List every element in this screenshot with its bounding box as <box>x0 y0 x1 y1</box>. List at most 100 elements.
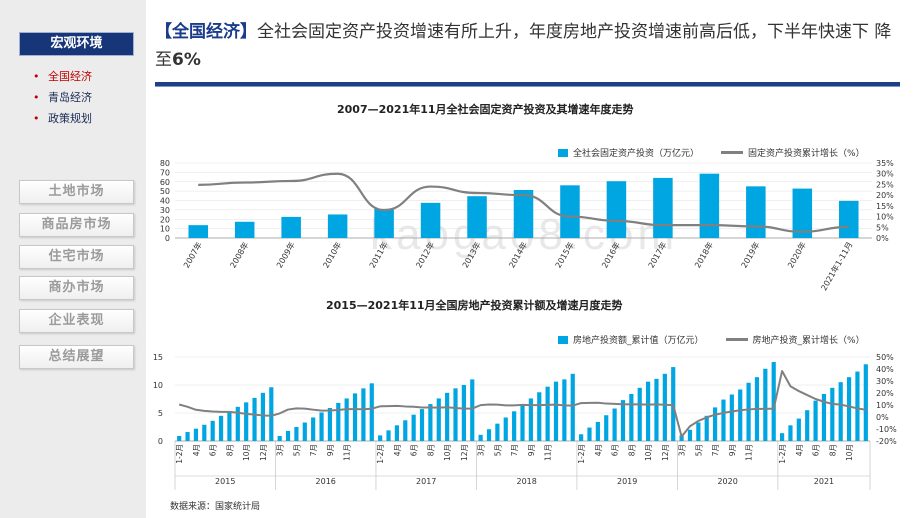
chart2-bar <box>319 412 324 441</box>
chart2-bar <box>788 425 793 441</box>
nav-button-land-market[interactable]: 土地市场 <box>19 180 134 204</box>
chart1-y-tick-left: 20 <box>160 215 170 224</box>
chart2-x-tick: 10月 <box>644 444 653 461</box>
chart2-bar <box>453 388 458 441</box>
chart1-y-tick-right: 30% <box>876 170 894 179</box>
chart2-bar <box>470 379 475 441</box>
nav-button-summary-outlook[interactable]: 总结展望 <box>19 345 134 369</box>
chart1-y-tick-left: 70 <box>160 168 170 177</box>
headline-number: 6% <box>172 50 201 70</box>
chart2-x-tick: 6月 <box>812 444 821 456</box>
chart2-x-tick: 1-2月 <box>577 444 586 464</box>
chart2-bar <box>378 435 383 441</box>
chart2-legend-line-label: 房地产投资_累计增长（%） <box>752 336 865 346</box>
chart2-bar <box>746 382 751 441</box>
chart1-y-tick-right: 25% <box>876 180 894 189</box>
chart2-bar <box>285 430 291 441</box>
chart2-x-tick: 4月 <box>393 444 402 456</box>
chart1-y-tick-left: 80 <box>160 159 170 168</box>
chart2-bar <box>344 398 349 441</box>
section-title-macro[interactable]: 宏观环境 <box>19 32 134 56</box>
chart2-bar <box>587 427 592 441</box>
chart2-bar <box>738 389 743 441</box>
chart1-bar <box>792 188 813 238</box>
chart2-bar <box>855 371 860 441</box>
chart2-x-tick: 11月 <box>745 444 754 461</box>
chart1-legend-bar-label: 全社会固定资产投资（万亿元） <box>573 149 700 159</box>
chart2-bar <box>210 420 215 441</box>
chart2-bar <box>311 417 316 441</box>
chart2-bar <box>696 422 701 441</box>
chart2-bar <box>202 424 207 441</box>
chart2-bar <box>352 393 358 441</box>
chart2-year-label: 2017 <box>416 477 436 486</box>
chart2-y-tick-left: 15 <box>153 353 163 362</box>
chart2-bar <box>528 398 533 441</box>
chart2-x-tick: 6月 <box>611 444 620 456</box>
chart1-y-tick-left: 0 <box>165 234 170 243</box>
chart2-x-tick: 6月 <box>410 444 419 456</box>
chart2-y-tick-right: 10% <box>876 401 894 410</box>
chart2-x-tick: 7月 <box>510 444 519 456</box>
submenu-item-qingdao-economy[interactable]: 青岛经济 <box>33 87 92 108</box>
chart2-bar <box>302 422 307 441</box>
chart2-year-label: 2020 <box>717 477 737 486</box>
chart2-bar <box>662 373 667 441</box>
chart2-x-tick: 12月 <box>661 444 670 461</box>
chart2-bar <box>394 425 399 441</box>
chart2-x-tick: 6月 <box>209 444 218 456</box>
chart1-legend: 全社会固定资产投资（万亿元） 固定资产投资累计增长（%） <box>558 146 865 159</box>
nav-button-office-market[interactable]: 商办市场 <box>19 276 134 300</box>
chart2-bar <box>805 410 810 441</box>
submenu-item-national-economy[interactable]: 全国经济 <box>33 66 92 87</box>
nav-button-commercial-housing[interactable]: 商品房市场 <box>19 213 134 237</box>
chart2-growth-line <box>178 370 866 438</box>
chart2-x-tick: 10月 <box>443 444 452 461</box>
chart2-bar <box>553 381 559 441</box>
submenu-item-policy-planning[interactable]: 政策规划 <box>33 108 92 129</box>
chart2-y-tick-left: 10 <box>153 381 163 390</box>
chart2-bar <box>294 427 299 441</box>
nav-button-residential-market[interactable]: 住宅市场 <box>19 245 134 269</box>
chart2-bar <box>612 408 617 441</box>
chart2-x-tick: 5月 <box>694 444 703 456</box>
chart2-bar <box>838 382 843 441</box>
chart2-bar <box>620 400 626 441</box>
chart2-bar <box>520 404 525 441</box>
chart2-year-label: 2021 <box>814 477 834 486</box>
chart2-bar <box>671 367 676 441</box>
chart2-x-tick: 5月 <box>493 444 502 456</box>
chart1-y-tick-left: 30 <box>160 206 170 215</box>
chart1-bar <box>234 221 255 238</box>
chart2-x-tick: 1-2月 <box>778 444 787 464</box>
chart2-y-tick-left: 5 <box>158 409 163 418</box>
chart2-bar <box>604 415 609 441</box>
chart2-bar <box>193 428 199 441</box>
chart2-bar <box>595 421 600 441</box>
chart2-y-tick-left: 0 <box>158 437 163 446</box>
chart1-bar <box>188 225 208 238</box>
chart2-bar <box>218 415 224 441</box>
chart2-x-tick: 10月 <box>242 444 251 461</box>
chart1-legend-line-swatch <box>721 151 744 154</box>
chart2-x-tick: 7月 <box>309 444 318 456</box>
chart2-bar <box>729 394 734 441</box>
chart2-x-tick: 4月 <box>594 444 603 456</box>
chart2-year-label: 2016 <box>316 477 336 486</box>
chart2-bar <box>277 435 282 441</box>
submenu: 全国经济 青岛经济 政策规划 <box>33 66 92 129</box>
chart1-bar <box>606 181 627 238</box>
chart2-bar <box>821 393 827 441</box>
chart2-bar <box>244 402 249 441</box>
chart1-bar <box>560 185 580 238</box>
chart2-x-tick: 10月 <box>845 444 854 461</box>
chart2-x-tick: 1-2月 <box>175 444 184 464</box>
headline-text: 全社会固定资产投资增速有所上升，年度房地产投资增速前高后低，下半年快速下 降至 <box>155 22 892 70</box>
chart1-growth-line <box>198 172 849 233</box>
chart2-bar <box>679 435 684 441</box>
nav-button-company-performance[interactable]: 企业表现 <box>19 309 134 333</box>
chart2-x-tick: 11月 <box>544 444 553 461</box>
chart2-bar <box>478 434 483 441</box>
chart1-y-tick-left: 50 <box>160 187 170 196</box>
